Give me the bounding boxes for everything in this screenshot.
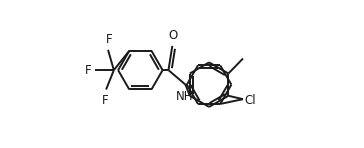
- Text: F: F: [106, 33, 112, 46]
- Text: F: F: [102, 94, 108, 107]
- Text: NH: NH: [176, 90, 194, 103]
- Text: O: O: [168, 29, 178, 42]
- Text: F: F: [85, 64, 92, 77]
- Text: Cl: Cl: [244, 94, 256, 107]
